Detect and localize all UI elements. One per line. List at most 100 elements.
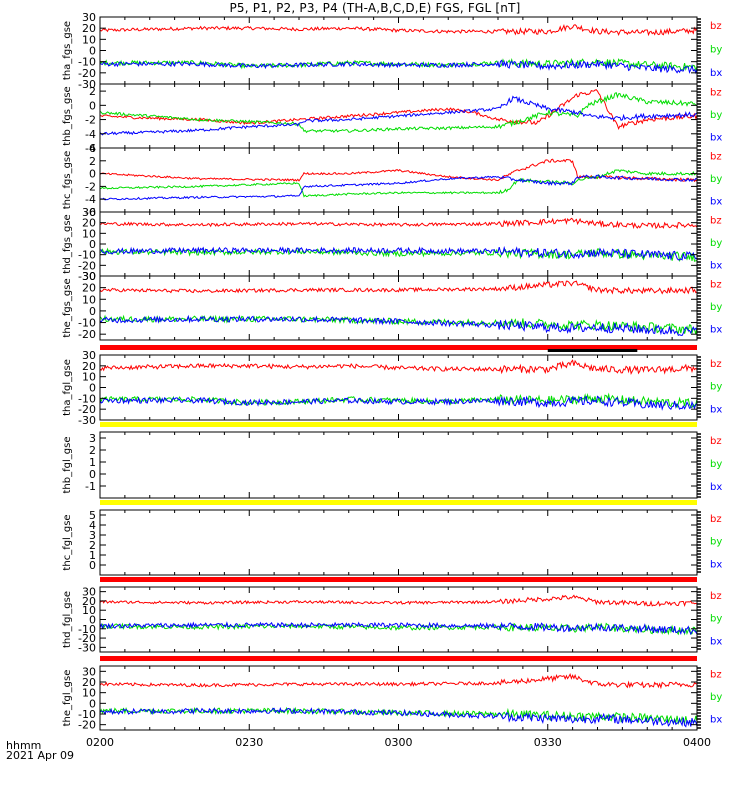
tha_fgs_gse-series-bz (99, 23, 698, 37)
tha_fgl_gse-series-bx (99, 395, 698, 411)
thb_fgs_gse-series-by (99, 91, 697, 134)
xtick-label: 0330 (534, 736, 562, 749)
thd_fgs_gse-series-bz (99, 217, 698, 230)
the_fgl_gse-ytick-label: 10 (82, 687, 96, 700)
thd_fgs_gse-frame (99, 211, 698, 277)
xtick-label: 0400 (683, 736, 711, 749)
the_fgs_gse-legend-by: by (710, 302, 722, 313)
thd_fgl_gse-ytick-label: -20 (78, 632, 96, 645)
chart-title: P5, P1, P2, P3, P4 (TH-A,B,C,D,E) FGS, F… (229, 1, 521, 15)
the_fgl_gse-ytick-label: -10 (78, 708, 96, 721)
thc_fgl_gse-ylabel: thc_fgl_gse (62, 514, 73, 570)
thb_fgs_gse-legend-bz: bz (710, 88, 722, 99)
thd_fgl_gse-ylabel: thd_fgl_gse (62, 591, 73, 648)
thd_fgl_gse-legend-bz: bz (710, 591, 722, 602)
the_fgl_gse-frame (99, 665, 698, 731)
thb_fgs_gse-legend-bx: bx (710, 132, 722, 143)
thc_fgl_gse-ytick-label: 4 (89, 519, 96, 532)
thc_fgs_gse-ytick-label: 2 (89, 155, 96, 168)
thd_fgs_gse-ytick-label: 20 (82, 217, 96, 230)
tha_fgl_gse-ytick-label: -10 (78, 392, 96, 405)
the_fgl_gse-ytick-label: 0 (89, 697, 96, 710)
thc_fgs_gse-ytick-label: -6 (85, 206, 96, 219)
thd_fgl_gse-ytick-label: 30 (82, 586, 96, 599)
thb_fgs_gse-ytick-label: -4 (85, 128, 96, 141)
thd_fgl_gse-ytick-label: 10 (82, 604, 96, 617)
thc_fgl_gse-ytick-label: 5 (89, 509, 96, 522)
xtick-label: 0230 (235, 736, 263, 749)
tha_fgs_gse-legend-bx: bx (710, 68, 722, 79)
thc_fgs_gse-ylabel: thc_fgs_gse (62, 151, 73, 210)
thc_fgs_gse-legend-bz: bz (710, 152, 722, 163)
the_fgl_gse-legend-bz: bz (710, 670, 722, 681)
thb_fgs_gse-ytick-label: -2 (85, 114, 96, 127)
thb_fgl_gse-frame (99, 431, 698, 499)
the_fgl_gse-legend-by: by (710, 692, 722, 703)
thd_fgs_gse-legend-bx: bx (710, 260, 722, 271)
thc_fgs_gse-series-by (99, 169, 698, 198)
tha_fgl_gse-legend-by: by (710, 382, 722, 393)
thd_fgs_gse-ytick-label: -30 (78, 270, 96, 283)
thb_fgs_gse-ytick-label: 0 (89, 99, 96, 112)
tha_fgl_gse-ytick-label: 0 (89, 382, 96, 395)
the_fgs_gse-legend-bz: bz (710, 280, 722, 291)
thb_fgs_gse-ytick-label: 2 (89, 85, 96, 98)
thb_fgl_gse-ytick-label: 1 (89, 456, 96, 469)
thc_fgl_gse-legend-bx: bx (710, 559, 722, 570)
the_fgl_gse-ytick-label: -20 (78, 719, 96, 732)
thc_fgs_gse-ytick-label: -2 (85, 180, 96, 193)
tha_fgs_gse-legend-by: by (710, 44, 722, 55)
thb_fgl_gse-ylabel: thb_fgl_gse (62, 437, 73, 494)
the_fgs_gse-ytick-label: -10 (78, 317, 96, 330)
thd_fgl_gse-legend-bx: bx (710, 636, 722, 647)
thb_fgl_gse-flag-bar (100, 422, 697, 427)
tha_fgl_gse-ytick-label: 10 (82, 371, 96, 384)
thb_fgl_gse-ytick-label: 3 (89, 432, 96, 445)
thd_fgl_gse-ytick-label: -10 (78, 623, 96, 636)
tha_fgl_gse-ytick-label: -20 (78, 403, 96, 416)
the_fgl_gse-flag-bar (100, 656, 697, 661)
thc_fgl_gse-legend-bz: bz (710, 514, 722, 525)
thb_fgl_gse-ytick-label: 0 (89, 468, 96, 481)
the_fgs_gse-ytick-label: -20 (78, 328, 96, 341)
tha_fgl_gse-ytick-label: -30 (78, 414, 96, 427)
thc_fgs_gse-ytick-label: 0 (89, 168, 96, 181)
thc_fgs_gse-frame (99, 147, 698, 213)
thd_fgl_gse-flag-bar (100, 577, 697, 582)
thd_fgs_gse-ytick-label: 10 (82, 227, 96, 240)
tha_fgs_gse-ytick-label: 0 (89, 45, 96, 58)
the_fgl_gse-series-bx (99, 706, 698, 728)
thd_fgs_gse-legend-bz: bz (710, 216, 722, 227)
thc_fgs_gse-legend-bx: bx (710, 196, 722, 207)
thb_fgs_gse-legend-by: by (710, 110, 722, 121)
tha_fgl_gse-flag-gap (547, 349, 638, 352)
thc_fgl_gse-ytick-label: 2 (89, 539, 96, 552)
the_fgl_gse-series-bz (99, 673, 698, 690)
thd_fgl_gse-ytick-label: 20 (82, 595, 96, 608)
thd_fgs_gse-series-bx (99, 245, 698, 261)
tha_fgl_gse-legend-bx: bx (710, 404, 722, 415)
tha_fgl_gse-series-bz (99, 359, 698, 375)
thc_fgl_gse-ytick-label: 1 (89, 549, 96, 562)
the_fgl_gse-legend-bx: bx (710, 714, 722, 725)
the_fgs_gse-series-bx (99, 314, 698, 337)
the_fgs_gse-series-bz (99, 280, 698, 295)
the_fgs_gse-ylabel: the_fgs_gse (62, 278, 73, 337)
thc_fgl_gse-ytick-label: 0 (89, 559, 96, 572)
the_fgl_gse-ytick-label: 30 (82, 665, 96, 678)
xtick-label: 0200 (86, 736, 114, 749)
thb_fgs_gse-ylabel: thb_fgs_gse (62, 86, 73, 145)
thc_fgl_gse-ytick-label: 3 (89, 529, 96, 542)
the_fgs_gse-legend-bx: bx (710, 324, 722, 335)
thb_fgl_gse-ytick-label: 2 (89, 444, 96, 457)
thc_fgs_gse-ytick-label: -4 (85, 193, 96, 206)
tha_fgs_gse-ytick-label: 30 (82, 11, 96, 24)
tha_fgs_gse-ytick-label: -20 (78, 67, 96, 80)
thc_fgl_gse-legend-by: by (710, 537, 722, 548)
thd_fgs_gse-ytick-label: 30 (82, 206, 96, 219)
the_fgs_gse-ytick-label: 10 (82, 293, 96, 306)
tha_fgs_gse-ytick-label: -10 (78, 56, 96, 69)
tha_fgs_gse-ylabel: tha_fgs_gse (62, 21, 73, 80)
tha_fgs_gse-legend-bz: bz (710, 21, 722, 32)
